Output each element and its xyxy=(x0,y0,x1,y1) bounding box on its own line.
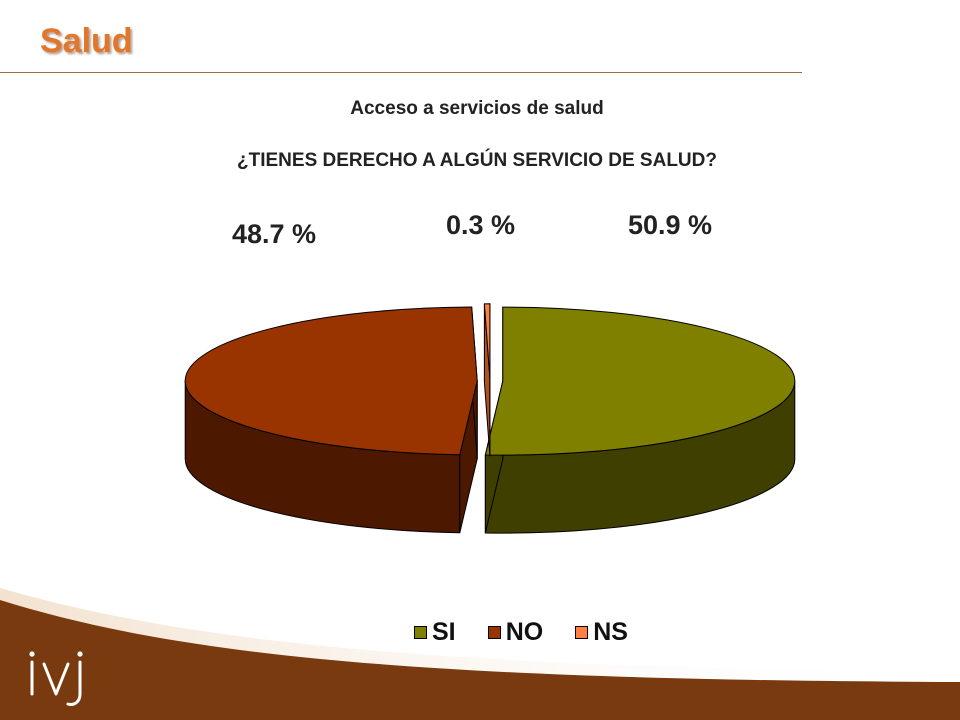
chart-subtitle: ¿TIENES DERECHO A ALGÚN SERVICIO DE SALU… xyxy=(237,150,717,171)
legend-label-no: NO xyxy=(505,617,544,646)
pie-slice-ns xyxy=(483,303,491,457)
footer-brown-wave xyxy=(0,600,960,720)
legend-swatch-si xyxy=(414,625,427,639)
pie-top-si xyxy=(484,306,796,456)
pie-slice-si xyxy=(484,306,796,534)
legend-swatch-no xyxy=(487,625,501,639)
pie-top-ns xyxy=(483,303,491,379)
logo-ivj xyxy=(29,651,83,706)
slide-title: Salud xyxy=(40,22,133,60)
legend-label-si: SI xyxy=(432,617,456,646)
pie-slice-no xyxy=(184,306,478,534)
pie-top-no xyxy=(184,306,478,456)
legend-item-ns: NS xyxy=(575,618,628,647)
chart-title: Acceso a servicios de salud xyxy=(350,98,604,119)
legend-item-no: NO xyxy=(487,617,544,647)
legend-swatch-ns xyxy=(575,625,589,639)
legend-item-si: SI xyxy=(414,618,456,647)
data-label-ns: 0.3 % xyxy=(446,210,516,240)
chart-legend: SI NO NS xyxy=(404,616,638,648)
data-label-no: 48.7 % xyxy=(232,219,317,249)
data-label-si: 50.9 % xyxy=(628,210,713,240)
legend-label-ns: NS xyxy=(593,617,628,646)
title-divider xyxy=(0,72,802,73)
footer-highlight-band xyxy=(0,588,960,680)
